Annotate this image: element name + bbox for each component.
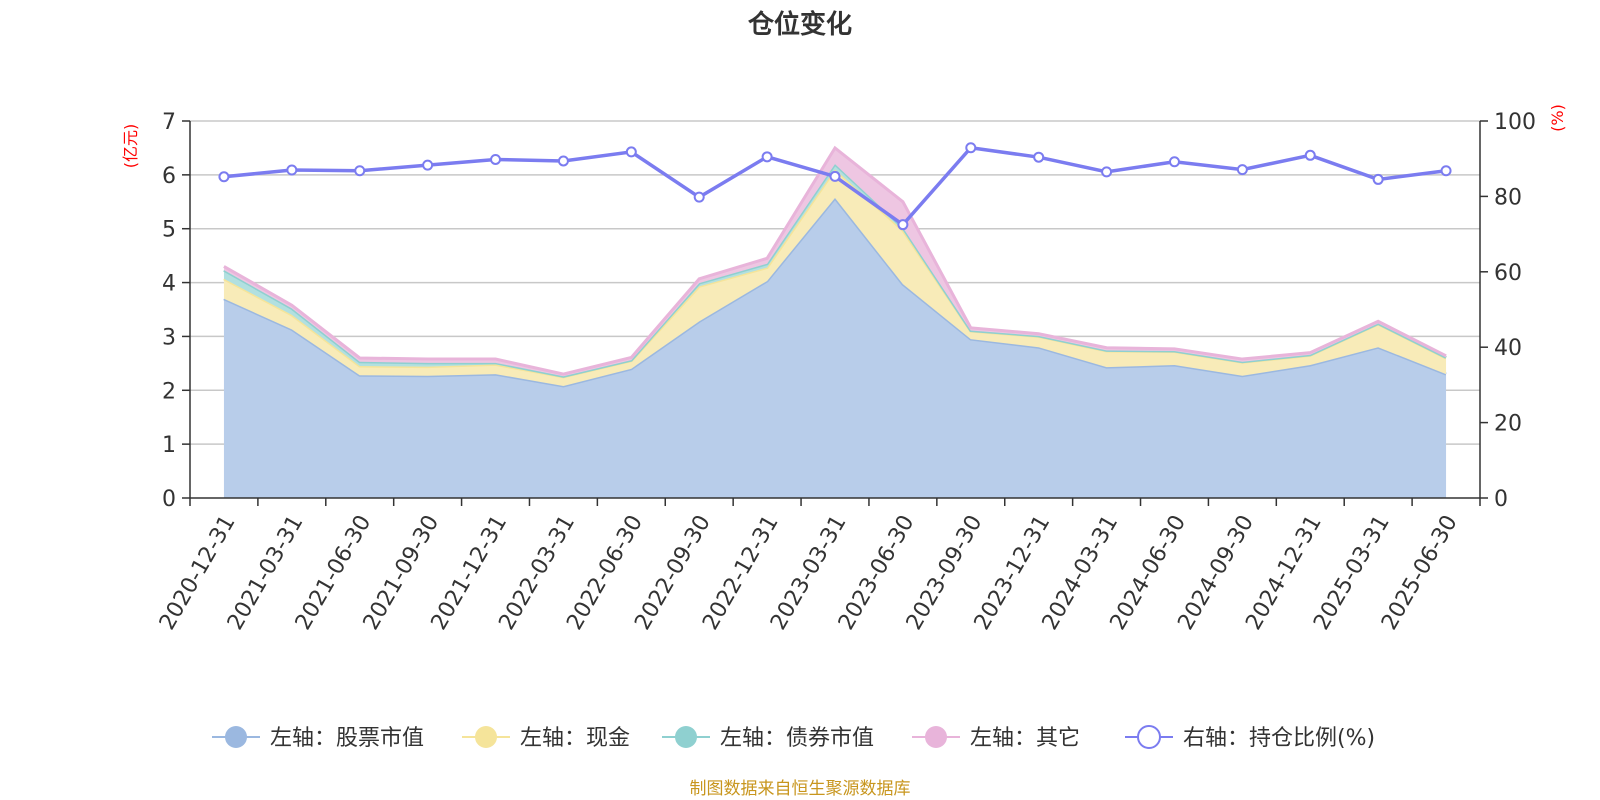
left-tick-label: 7 — [162, 110, 176, 135]
ratio-point — [490, 153, 502, 165]
ratio-point — [693, 191, 705, 203]
right-tick-label: 100 — [1494, 110, 1536, 135]
left-tick-label: 0 — [162, 487, 176, 512]
ratio-point — [1033, 151, 1045, 163]
ratio-point — [1236, 164, 1248, 176]
area-左轴：股票市值 — [223, 198, 1447, 498]
data-source-note: 制图数据来自恒生聚源数据库 — [690, 779, 911, 799]
right-axis-unit: (%) — [1548, 104, 1567, 132]
left-tick-label: 2 — [162, 379, 176, 404]
ratio-point — [286, 164, 298, 176]
ratio-point — [354, 165, 366, 177]
ratio-point — [1440, 165, 1452, 177]
ratio-point — [829, 170, 841, 182]
position-ratio-line — [218, 142, 1452, 231]
right-tick-label: 60 — [1494, 261, 1522, 286]
ratio-point — [965, 142, 977, 154]
ratio-point — [557, 155, 569, 167]
left-tick-label: 5 — [162, 218, 176, 243]
right-tick-label: 0 — [1494, 487, 1508, 512]
area-edge-左轴：其它 — [223, 145, 1447, 376]
left-tick-label: 3 — [162, 325, 176, 350]
area-左轴：现金 — [223, 169, 1447, 386]
ratio-point — [1372, 173, 1384, 185]
right-tick-label: 20 — [1494, 412, 1522, 437]
chart-title: 仓位变化 — [747, 9, 852, 40]
legend-label: 左轴：其它 — [970, 726, 1080, 751]
left-axis-unit: (亿元) — [121, 124, 140, 169]
legend: 左轴：股票市值 左轴：现金 左轴：债券市值 左轴：其它 右轴：持仓比例(%) — [212, 725, 1375, 751]
legend-label: 左轴：现金 — [520, 726, 630, 751]
ratio-point — [1304, 149, 1316, 161]
area-左轴：债券市值 — [223, 164, 1447, 377]
right-tick-label: 80 — [1494, 185, 1522, 210]
legend-label: 左轴：股票市值 — [270, 726, 424, 751]
legend-marker — [1137, 725, 1161, 749]
right-tick-label: 40 — [1494, 336, 1522, 361]
ratio-point — [1101, 166, 1113, 178]
legend-label: 右轴：持仓比例(%) — [1183, 726, 1375, 751]
left-tick-label: 4 — [162, 272, 176, 297]
ratio-point — [422, 159, 434, 171]
legend-marker — [675, 726, 697, 748]
ratio-point — [897, 219, 909, 231]
ratio-point — [761, 151, 773, 163]
ratio-point — [1168, 156, 1180, 168]
legend-marker — [225, 726, 247, 748]
legend-marker — [925, 726, 947, 748]
ratio-point — [625, 146, 637, 158]
legend-marker — [475, 726, 497, 748]
left-tick-label: 1 — [162, 433, 176, 458]
ratio-point — [218, 171, 230, 183]
left-tick-label: 6 — [162, 164, 176, 189]
legend-label: 左轴：债券市值 — [720, 726, 874, 751]
stacked-areas — [223, 145, 1447, 498]
